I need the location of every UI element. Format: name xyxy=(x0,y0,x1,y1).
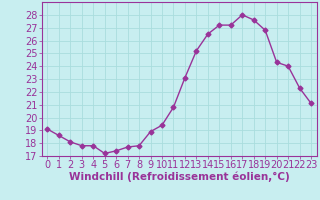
X-axis label: Windchill (Refroidissement éolien,°C): Windchill (Refroidissement éolien,°C) xyxy=(69,172,290,182)
